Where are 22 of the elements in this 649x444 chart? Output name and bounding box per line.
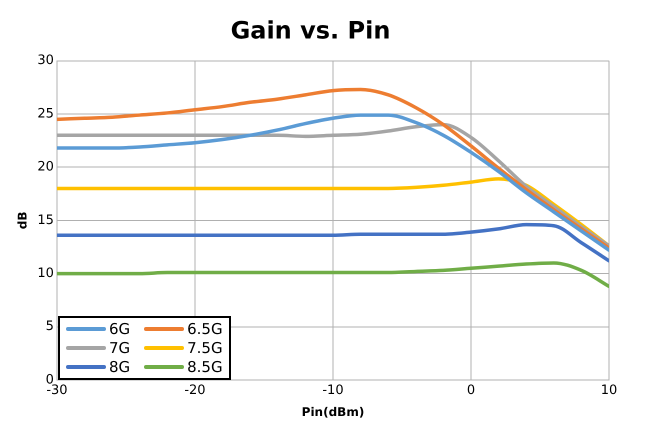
y-tick-label: 30 [37,53,54,68]
legend-label: 7G [108,339,130,357]
x-axis-title: Pin(dBm) [302,404,364,419]
line-series [56,88,609,250]
x-tick-label: -10 [322,383,344,398]
line-series [56,222,609,263]
y-tick-label: 5 [46,319,54,334]
y-tick-label: 20 [37,160,54,175]
legend-label: 8.5G [187,358,223,376]
y-tick-label: 25 [37,106,54,122]
line-series [56,261,609,288]
x-tick-label: 10 [600,383,618,398]
y-axis-title: dB [15,212,30,230]
y-tick-label: 15 [37,212,54,228]
x-tick-label: 0 [466,383,476,398]
legend-label: 8G [108,358,130,376]
y-tick-label: 10 [37,266,54,281]
x-tick-label: -20 [184,383,206,398]
legend-label: 7.5G [187,339,223,357]
legend-label: 6G [108,320,130,338]
legend-label: 6.5G [187,320,223,338]
chart-title: Gain vs. Pin [230,16,390,45]
